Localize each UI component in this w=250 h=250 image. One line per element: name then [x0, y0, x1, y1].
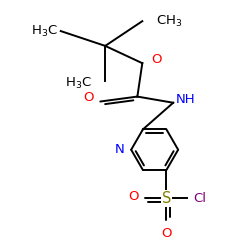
Text: O: O [161, 227, 172, 240]
Text: O: O [129, 190, 139, 202]
Text: O: O [84, 91, 94, 104]
Text: H$_3$C: H$_3$C [31, 24, 58, 38]
Text: N: N [115, 143, 125, 156]
Text: NH: NH [176, 92, 195, 106]
Text: H$_3$C: H$_3$C [65, 76, 92, 90]
Text: O: O [151, 53, 162, 66]
Text: Cl: Cl [194, 192, 206, 205]
Text: CH$_3$: CH$_3$ [156, 14, 182, 29]
Text: S: S [162, 191, 171, 206]
